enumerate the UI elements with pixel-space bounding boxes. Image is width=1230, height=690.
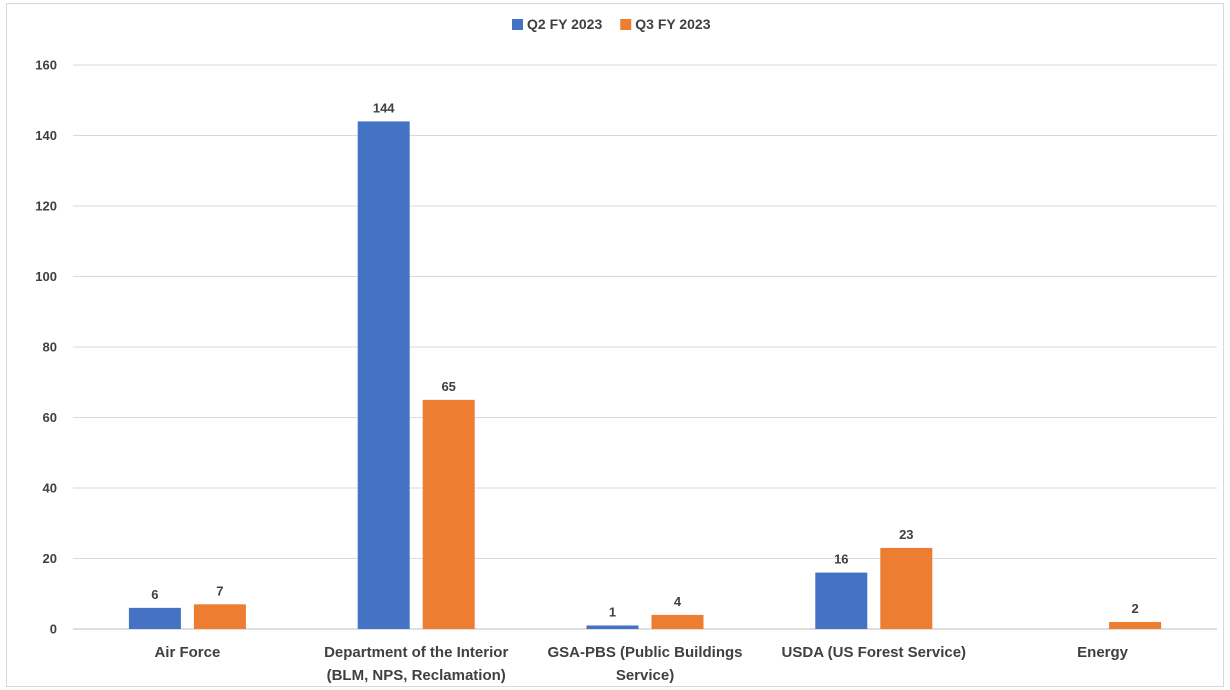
bar-q2 [128, 607, 181, 629]
x-category-label: GSA-PBS (Public Buildings [547, 644, 742, 661]
data-label: 16 [834, 552, 848, 567]
y-tick-label: 140 [35, 128, 57, 143]
y-tick-label: 40 [43, 481, 57, 496]
data-label: 6 [151, 587, 158, 602]
y-tick-label: 60 [43, 410, 57, 425]
bar-q3 [880, 547, 933, 629]
bar-q2 [815, 572, 868, 629]
data-label: 1 [609, 604, 616, 619]
x-category-label: (BLM, NPS, Reclamation) [327, 667, 506, 684]
legend-swatch-q3 [620, 19, 632, 30]
data-label: 23 [899, 527, 913, 542]
bar-q3 [1109, 621, 1162, 629]
data-label: 144 [373, 100, 395, 115]
bar-chart: 0 20 40 60 80 100 120 140 160 6 7 Air Force 144 65 Dep… [35, 16, 1217, 684]
x-category-label: Service) [616, 667, 674, 684]
y-tick-label: 120 [35, 199, 57, 214]
data-label: 7 [216, 583, 223, 598]
chart-frame: 0 20 40 60 80 100 120 140 160 6 7 Air Force 144 65 Dep… [6, 3, 1224, 687]
legend-label: Q3 FY 2023 [635, 16, 710, 32]
bar-q3 [651, 614, 704, 629]
x-category-label: Energy [1077, 644, 1129, 661]
data-label: 2 [1131, 601, 1138, 616]
y-tick-label: 20 [43, 551, 57, 566]
bar-q3 [422, 399, 475, 629]
x-category-label: Air Force [154, 644, 220, 661]
y-tick-label: 160 [35, 58, 57, 73]
x-category-label: Department of the Interior [324, 644, 508, 661]
legend-swatch-q2 [512, 19, 523, 30]
bar-q2 [586, 625, 639, 629]
y-tick-label: 0 [50, 622, 57, 637]
legend-label: Q2 FY 2023 [527, 16, 602, 32]
y-tick-label: 80 [43, 340, 57, 355]
bar-q3 [193, 604, 246, 629]
y-tick-label: 100 [35, 269, 57, 284]
data-label: 4 [674, 594, 682, 609]
x-category-label: USDA (US Forest Service) [782, 644, 967, 661]
bar-q2 [357, 121, 410, 630]
data-label: 65 [441, 379, 455, 394]
